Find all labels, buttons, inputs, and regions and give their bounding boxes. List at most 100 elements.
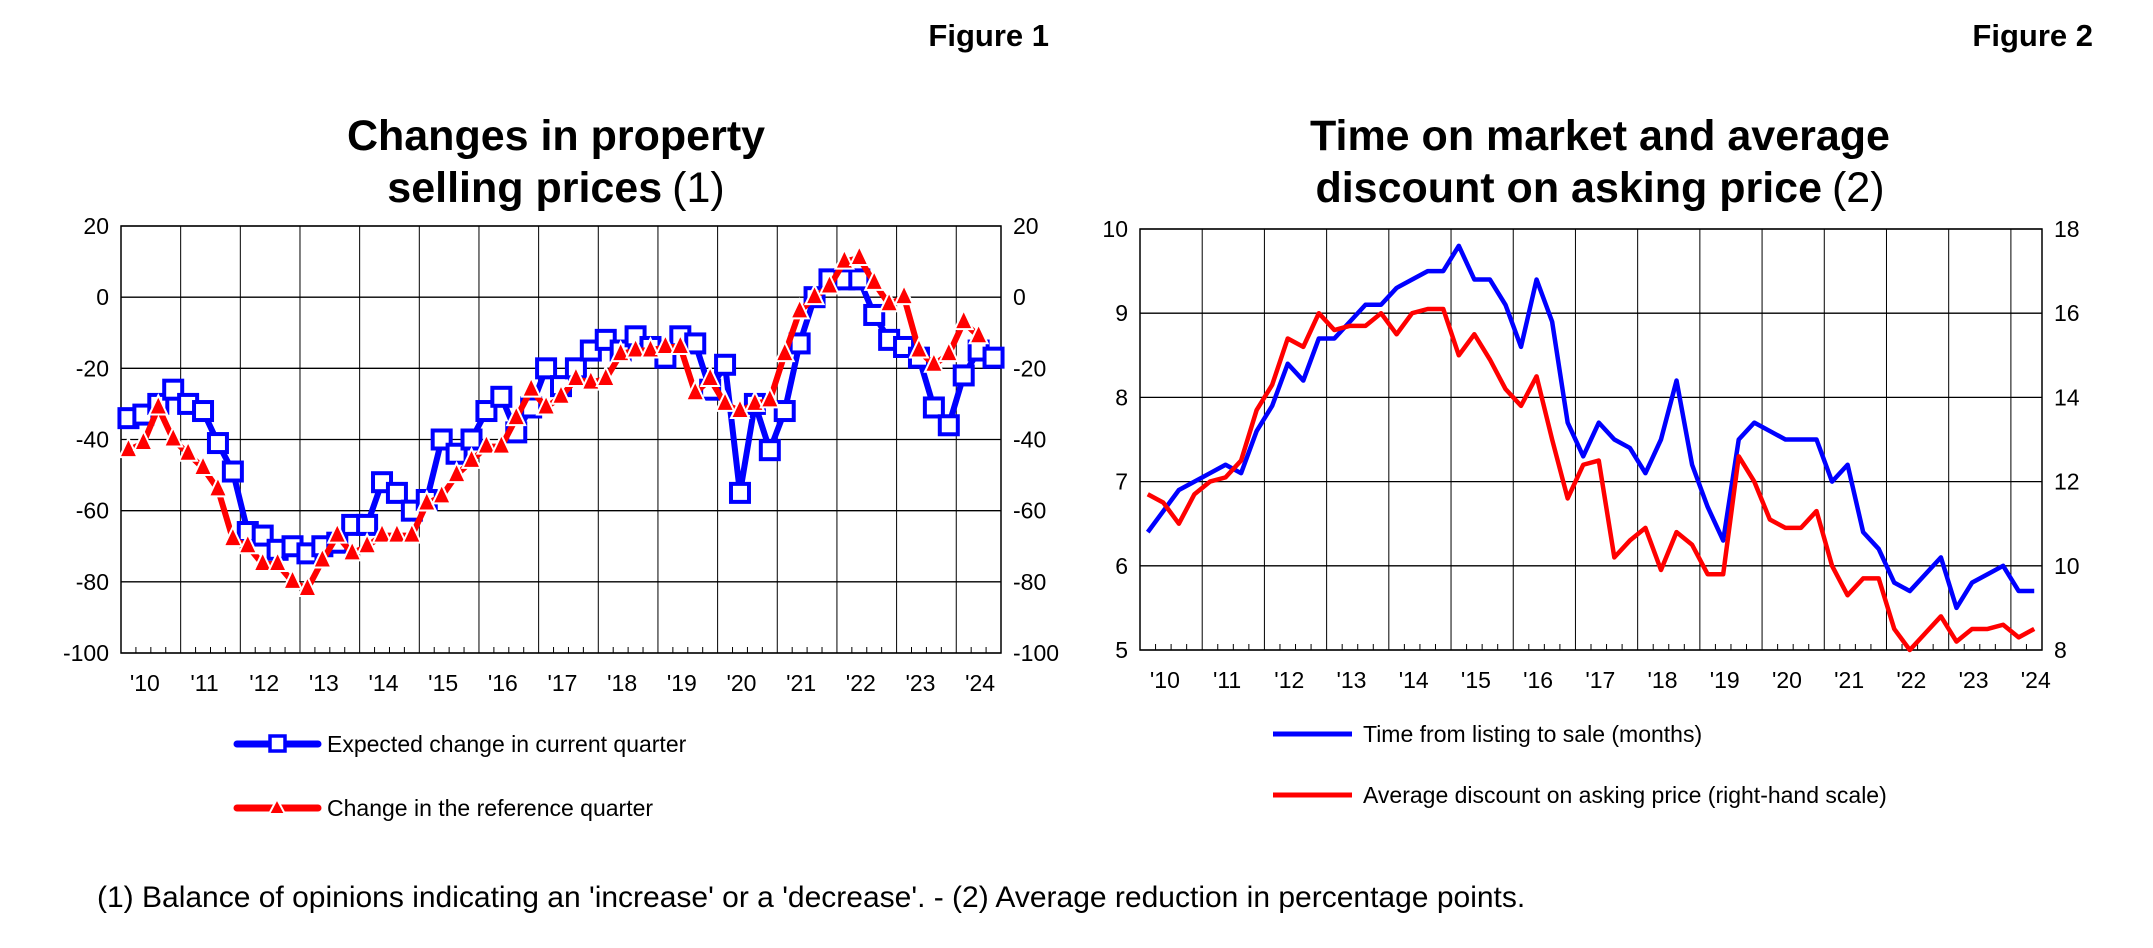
y-tick-label-left: -80	[76, 569, 109, 595]
x-tick-label: '15	[428, 670, 458, 696]
data-point-square	[206, 432, 229, 455]
plot-frame	[1139, 228, 2043, 651]
x-tick-label: '22	[846, 670, 876, 696]
data-point-triangle	[281, 567, 304, 590]
data-point-square	[982, 346, 1005, 369]
x-tick-label: '11	[190, 670, 218, 696]
data-point-triangle	[565, 364, 587, 388]
triangle-marker-icon	[267, 796, 287, 815]
data-point-square	[863, 303, 886, 326]
x-tick-label: '13	[1337, 667, 1367, 693]
data-point-triangle	[267, 549, 289, 573]
data-point-triangle	[401, 521, 423, 544]
data-point-triangle	[654, 332, 676, 355]
data-point-triangle	[117, 435, 140, 459]
data-point-triangle	[968, 321, 990, 345]
footnote: (1) Balance of opinions indicating an 'i…	[97, 881, 1525, 914]
y-tick-label-right: -40	[1013, 427, 1046, 453]
data-point-triangle	[356, 531, 378, 555]
y-tick-label-left: 8	[1115, 384, 1128, 410]
x-tick-label: '19	[1710, 667, 1740, 693]
data-point-triangle	[490, 432, 512, 455]
data-point-triangle	[624, 336, 647, 359]
data-point-triangle	[714, 389, 736, 412]
data-point-triangle	[252, 549, 274, 573]
y-tick-label-left: -40	[76, 427, 109, 453]
y-tick-label-right: -20	[1013, 355, 1046, 381]
x-tick-label: '15	[1461, 667, 1491, 693]
x-tick-label: '14	[369, 670, 399, 696]
x-tick-label: '10	[1150, 667, 1180, 693]
x-tick-label: '20	[1772, 667, 1802, 693]
chart-time-on-market: 10 9 8 7 6 5 18 16 14 12 10 8 '10 '11 '12 '13 '14 '15 '16 '…	[1102, 216, 2079, 693]
data-point-triangle	[803, 282, 826, 306]
data-point-square	[535, 357, 558, 380]
data-point-triangle	[684, 378, 706, 402]
data-point-triangle	[759, 386, 781, 409]
data-point-triangle	[848, 243, 870, 267]
data-point-triangle	[938, 339, 960, 363]
data-point-triangle	[431, 482, 453, 505]
data-point-triangle	[580, 368, 602, 391]
data-point-triangle	[878, 289, 900, 313]
data-point-triangle	[863, 268, 885, 291]
series-line-average-discount-on-asking-price-right-hand-scale	[1146, 306, 2036, 653]
data-point-triangle	[744, 389, 766, 412]
series-line-time-from-listing-to-sale-months	[1145, 243, 2035, 611]
data-point-triangle	[475, 432, 498, 455]
data-point-triangle	[550, 382, 572, 405]
data-point-triangle	[311, 546, 333, 569]
y-tick-label-right: -80	[1013, 569, 1046, 595]
data-point-triangle	[893, 282, 915, 306]
data-point-triangle	[505, 403, 527, 427]
y-tick-label-left: 7	[1115, 469, 1128, 495]
y-tick-label-left: 5	[1115, 637, 1128, 663]
legend-label-discount: Average discount on asking price (right-…	[1363, 782, 1887, 808]
data-point-triangle	[222, 524, 244, 548]
x-tick-label: '24	[965, 670, 995, 696]
y-tick-label-right: 16	[2054, 300, 2080, 326]
x-tick-label: '23	[905, 670, 935, 696]
data-point-square	[773, 400, 796, 423]
data-point-triangle	[535, 393, 557, 416]
chart-property-prices: 20 0 -20 -40 -60 -80 -100 20 0 -20 -40 -60 -80 -100 '1…	[63, 213, 1059, 696]
data-point-square	[848, 268, 871, 291]
legend-figure-2: Time from listing to sale (months) Avera…	[1273, 721, 1887, 808]
legend-figure-1: Expected change in current quarter Chang…	[233, 731, 687, 821]
data-point-triangle	[237, 531, 259, 555]
legend-label-reference: Change in the reference quarter	[327, 795, 653, 821]
data-point-triangle	[192, 453, 214, 476]
data-point-triangle	[908, 336, 930, 359]
data-point-square	[922, 396, 945, 419]
y-tick-label-left: -100	[63, 640, 109, 666]
data-point-triangle	[147, 393, 169, 416]
data-point-triangle	[669, 332, 691, 355]
figure-1-label: Figure 1	[928, 18, 1049, 53]
x-tick-label: '14	[1399, 667, 1429, 693]
y-tick-label-left: 0	[96, 284, 109, 310]
figure-1-title-line-2: selling prices (1)	[387, 164, 724, 212]
square-marker-icon	[268, 734, 287, 753]
x-tick-label: '19	[667, 670, 697, 696]
data-point-triangle	[595, 364, 617, 388]
x-tick-label: '12	[249, 670, 279, 696]
x-tick-label: '13	[309, 670, 339, 696]
y-tick-label-right: 20	[1013, 213, 1039, 239]
data-point-triangle	[699, 364, 721, 388]
data-point-triangle	[162, 425, 184, 448]
data-point-triangle	[520, 375, 542, 398]
y-tick-label-right: 18	[2054, 216, 2080, 242]
data-point-triangle	[923, 350, 945, 373]
data-point-square	[714, 353, 737, 376]
y-tick-label-right: 8	[2054, 637, 2067, 663]
x-tick-label: '21	[1834, 667, 1864, 693]
x-tick-label: '22	[1896, 667, 1926, 693]
data-point-triangle	[416, 489, 438, 512]
x-tick-label: '18	[607, 670, 637, 696]
data-point-triangle	[386, 521, 408, 544]
data-point-square	[192, 400, 215, 423]
data-point-triangle	[207, 474, 229, 498]
legend-label-time: Time from listing to sale (months)	[1363, 721, 1702, 747]
data-point-square	[952, 364, 975, 387]
